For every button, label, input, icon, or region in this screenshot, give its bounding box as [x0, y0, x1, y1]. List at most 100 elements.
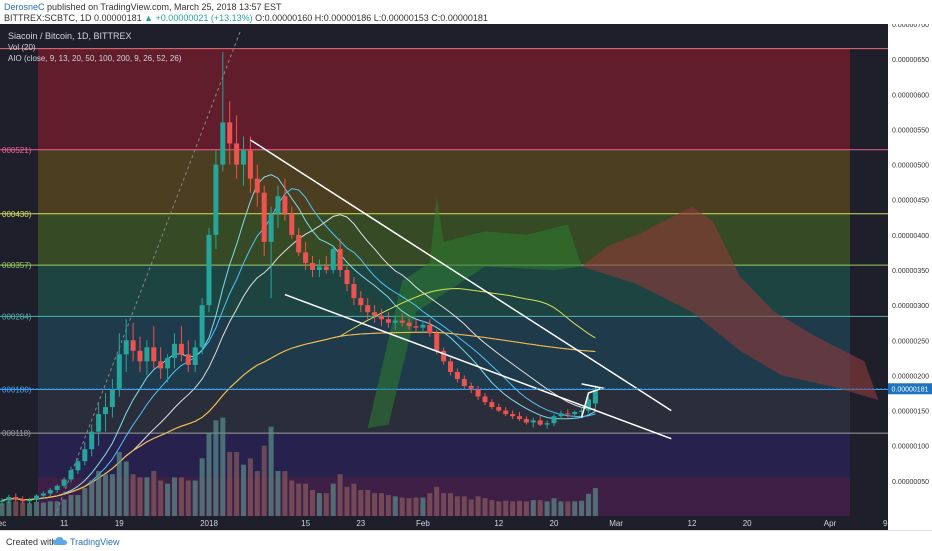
- volume-bar: [220, 418, 225, 516]
- candle-body: [455, 372, 460, 379]
- volume-bar: [207, 433, 212, 516]
- volume-bar: [193, 481, 198, 516]
- volume-bar: [282, 471, 287, 516]
- volume-bar: [331, 484, 336, 516]
- volume-bar: [144, 477, 149, 516]
- x-tick-label: 20: [550, 519, 559, 528]
- candle-body: [310, 263, 315, 270]
- candle-body: [400, 321, 405, 323]
- y-tick-label: 0.00000150: [892, 409, 929, 416]
- y-tick-label: 0.00000050: [892, 479, 929, 486]
- volume-bar: [69, 495, 74, 516]
- volume-bar: [517, 501, 522, 516]
- volume-bar: [0, 503, 5, 516]
- candle-body: [483, 397, 488, 403]
- candle-body: [407, 323, 412, 327]
- volume-bar: [455, 496, 460, 516]
- volume-bar: [372, 493, 377, 516]
- volume-bar: [131, 474, 136, 516]
- candle-body: [234, 143, 239, 164]
- fib-zone-band: [38, 433, 850, 477]
- candle-body: [386, 319, 391, 323]
- volume-bar: [179, 477, 184, 516]
- candle-body: [414, 326, 419, 327]
- price-axis-panel: [888, 24, 932, 530]
- volume-bar: [96, 471, 101, 516]
- volume-bar: [241, 465, 246, 516]
- volume-bar: [565, 501, 570, 516]
- y-tick-label: 0.00000400: [892, 233, 929, 240]
- candle-body: [117, 354, 122, 389]
- volume-bar: [538, 500, 543, 516]
- fib-level-label: 000521): [2, 146, 32, 155]
- candle-body: [96, 414, 101, 432]
- volume-bar: [393, 496, 398, 516]
- candle-body: [269, 214, 274, 242]
- volume-bar: [200, 458, 205, 516]
- volume-bar: [510, 501, 515, 516]
- candle-body: [131, 340, 136, 351]
- y-tick-label: 0.00000650: [892, 57, 929, 64]
- candle-body: [331, 249, 336, 270]
- y-tick-label: 0.00000450: [892, 198, 929, 205]
- candle-body: [338, 249, 343, 270]
- candle-body: [193, 347, 198, 365]
- y-tick-label: 0.00000550: [892, 127, 929, 134]
- author-link[interactable]: DerosneC: [4, 2, 45, 12]
- volume-bar: [483, 498, 488, 516]
- candle-body: [358, 298, 363, 305]
- tradingview-brand[interactable]: TradingView: [70, 537, 120, 547]
- publish-line: DerosneC published on TradingView.com, M…: [4, 2, 282, 12]
- volume-bar: [310, 490, 315, 516]
- volume-bar: [269, 427, 274, 516]
- volume-bar: [103, 474, 108, 516]
- candle-body: [420, 325, 425, 328]
- volume-bar: [338, 474, 343, 516]
- volume-bar: [434, 487, 439, 516]
- volume-bar: [89, 481, 94, 516]
- price-change: +0.00000021 (+13.13%): [156, 13, 253, 23]
- volume-bar: [365, 490, 370, 516]
- candle-body: [372, 312, 377, 316]
- volume-bar: [489, 500, 494, 516]
- candle-body: [296, 235, 301, 253]
- candle-body: [34, 496, 39, 500]
- candle-body: [351, 284, 356, 298]
- fib-level-label: 000180): [2, 385, 32, 394]
- volume-bar: [420, 498, 425, 516]
- x-tick-label: ec: [0, 519, 6, 528]
- volume-bar: [138, 477, 143, 516]
- last-price-tag: 0.00000181: [888, 383, 932, 394]
- price-chart[interactable]: 000521) 000430) 000357) 000284) 000180) 00011…: [0, 24, 932, 530]
- volume-bar: [345, 487, 350, 516]
- up-arrow-icon: ▲: [144, 13, 153, 23]
- candle-body: [20, 499, 25, 501]
- volume-bar: [469, 499, 474, 516]
- volume-bar: [172, 477, 177, 516]
- candle-body: [179, 344, 184, 355]
- candle-body: [531, 420, 536, 422]
- volume-bar: [117, 452, 122, 516]
- candle-body: [552, 416, 557, 423]
- fib-level-label: 000118): [2, 429, 31, 438]
- x-tick-label: 19: [115, 519, 124, 528]
- volume-bar: [386, 495, 391, 516]
- volume-bar: [586, 494, 591, 516]
- volume-bar: [414, 498, 419, 516]
- volume-bar: [441, 493, 446, 516]
- candle-body: [434, 333, 439, 351]
- volume-bar: [303, 484, 308, 516]
- candle-body: [345, 270, 350, 284]
- candle-body: [572, 412, 577, 414]
- volume-bar: [407, 498, 412, 516]
- volume-bar: [351, 484, 356, 516]
- volume-bar: [503, 501, 508, 516]
- candle-body: [496, 407, 501, 411]
- volume-bar: [427, 493, 432, 516]
- volume-bar: [165, 484, 170, 516]
- candle-body: [82, 449, 87, 461]
- candle-body: [517, 416, 522, 419]
- volume-bar: [62, 499, 67, 516]
- y-tick-label: 0.00000250: [892, 338, 929, 345]
- candle-body: [324, 266, 329, 270]
